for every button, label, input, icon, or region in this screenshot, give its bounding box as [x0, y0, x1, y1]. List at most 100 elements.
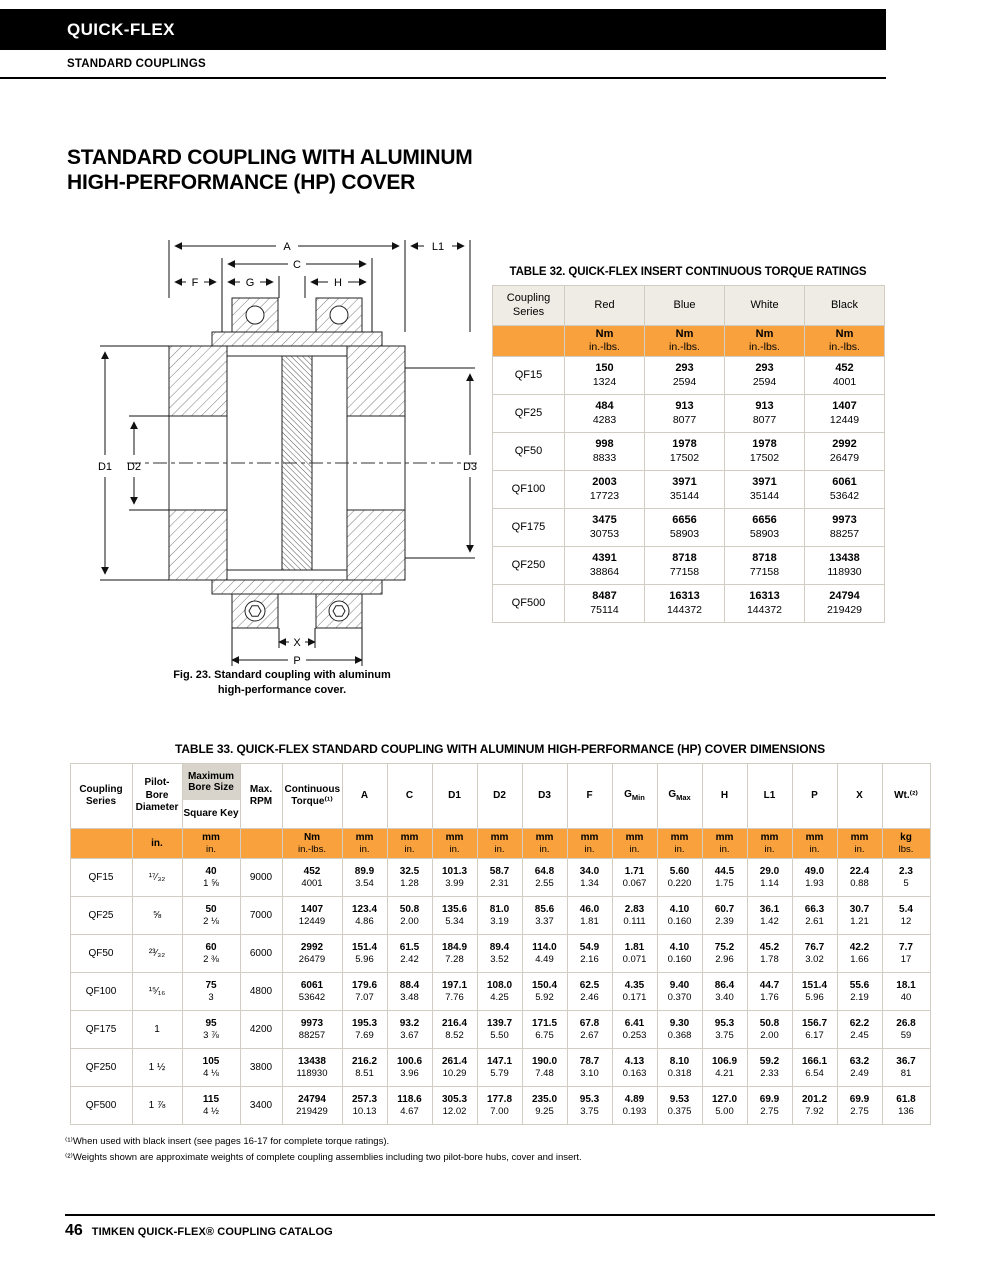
dim-letter: P — [811, 789, 818, 801]
value-secondary: 7.69 — [355, 1029, 374, 1041]
dim-value-cell: 1.71 0.067 — [611, 858, 658, 897]
dim-col-f: F — [566, 763, 613, 829]
value-primary: 235.0 — [531, 1093, 558, 1105]
unit-label: in.-lbs. — [298, 843, 326, 855]
unit-label: Nm — [303, 831, 321, 843]
units-cell: mm in. — [386, 828, 433, 859]
dimensions-row: QF50 ²³⁄₃₂ 60 2 ⅜ 6000 2992 26479 151.4 5.96 61.5… — [69, 934, 931, 973]
value-secondary: 6.75 — [535, 1029, 554, 1041]
value-primary: 5.60 — [669, 865, 690, 877]
value-primary: 118.6 — [397, 1093, 422, 1105]
dim-letter: D1 — [448, 789, 461, 801]
value-secondary: 0.368 — [667, 1029, 692, 1041]
torque-units-row: Nm in.-lbs. Nm in.-lbs. Nm in.-lbs. Nm i… — [492, 325, 885, 357]
value-primary: 59.2 — [759, 1055, 780, 1067]
unit-label: mm — [535, 831, 554, 843]
value-secondary: 2.16 — [580, 953, 599, 965]
value-secondary: 3.48 — [400, 991, 419, 1003]
bore-cell: 105 4 ⅛ — [181, 1048, 241, 1087]
bore-cell: 40 1 ⅝ — [181, 858, 241, 897]
value-primary: 1407 — [832, 400, 857, 413]
value-secondary: 3.75 — [580, 1105, 599, 1117]
value-primary: 3971 — [752, 476, 777, 489]
value-secondary: 3.96 — [400, 1067, 419, 1079]
torque-value-cell: 9973 88257 — [804, 507, 885, 547]
series-cell: QF500 — [69, 1086, 133, 1125]
value-primary: 201.2 — [801, 1093, 828, 1105]
units-blank-cell — [239, 828, 283, 859]
torque-value-cell: 150 1324 — [564, 355, 645, 395]
dim-value-cell: 93.2 3.67 — [386, 1010, 433, 1049]
value-primary: 4391 — [592, 552, 617, 565]
dim-value-cell: 61.8 136 — [881, 1086, 931, 1125]
value-primary: 61.8 — [896, 1093, 916, 1105]
unit-label: lbs. — [898, 843, 914, 855]
value-primary: 179.6 — [351, 979, 378, 991]
dim-value-cell: 66.3 2.61 — [791, 896, 838, 935]
series-cell: QF250 — [69, 1048, 133, 1087]
dim-col-p: P — [791, 763, 838, 829]
dim-value-cell: 36.1 1.42 — [746, 896, 793, 935]
value-secondary: 1.81 — [580, 915, 599, 927]
torque-table-section: TABLE 32. QUICK-FLEX INSERT CONTINUOUS T… — [492, 266, 885, 623]
value-secondary: 5.79 — [490, 1067, 509, 1079]
value-secondary: 2 ⅛ — [203, 915, 219, 927]
value-primary: 8718 — [672, 552, 697, 565]
value-primary: 6.41 — [624, 1017, 645, 1029]
value-secondary: 88257 — [829, 527, 860, 540]
value-secondary: 3.52 — [490, 953, 509, 965]
value-secondary: 3.54 — [355, 877, 374, 889]
dimensions-table-title: TABLE 33. QUICK-FLEX STANDARD COUPLING W… — [174, 742, 825, 756]
value-primary: 8718 — [752, 552, 777, 565]
torque-value-cell: 1978 17502 — [644, 431, 725, 471]
torque-value-cell: 452 4001 — [804, 355, 885, 395]
value-primary: 16313 — [669, 590, 700, 603]
value-secondary: 2.31 — [490, 877, 509, 889]
dim-value-cell: 60.7 2.39 — [701, 896, 748, 935]
dim-value-cell: 4.35 0.171 — [611, 972, 658, 1011]
pilot-bore-cell: 1 — [131, 1010, 183, 1049]
value-primary: 58.7 — [489, 865, 510, 877]
value-primary: 32.5 — [399, 865, 420, 877]
value-primary: 139.7 — [486, 1017, 513, 1029]
dim-value-cell: 63.2 2.49 — [836, 1048, 883, 1087]
series-cell: QF50 — [492, 431, 565, 471]
value-primary: 177.8 — [486, 1093, 513, 1105]
dim-value-cell: 62.5 2.46 — [566, 972, 613, 1011]
dim-letter: X — [856, 789, 863, 801]
dim-value-cell: 86.4 3.40 — [701, 972, 748, 1011]
dimensions-row: QF175 1 95 3 ⅞ 4200 9973 88257 195.3 7.69 93.2 3.6… — [69, 1010, 931, 1049]
value-primary: 4.35 — [624, 979, 645, 991]
value-secondary: 17502 — [669, 451, 700, 464]
dim-col-c: C — [386, 763, 433, 829]
value-secondary: 2.67 — [580, 1029, 599, 1041]
value-primary: 190.0 — [531, 1055, 558, 1067]
dim-col-rpm: Max. RPM — [239, 763, 283, 829]
pilot-bore-cell: ²³⁄₃₂ — [131, 934, 183, 973]
dimensions-row: QF500 1 ⅞ 115 4 ½ 3400 24794 219429 257.3 10.13 1… — [69, 1086, 931, 1125]
units-cell: kg lbs. — [881, 828, 931, 859]
torque-table-row: QF175 3475 30753 6656 58903 6656 58903 9973 8825… — [492, 507, 885, 547]
value-secondary: 4001 — [832, 375, 857, 388]
value-secondary: 4 ½ — [203, 1105, 219, 1117]
torque-value-cell: 3971 35144 — [644, 469, 725, 509]
value-secondary: 77158 — [669, 565, 700, 578]
dim-value-cell: 452 4001 — [281, 858, 343, 897]
value-secondary: 17 — [900, 953, 912, 965]
units-cell: Nm in.-lbs. — [564, 325, 645, 357]
value-primary: 50 — [205, 903, 217, 915]
rpm-cell: 9000 — [239, 858, 283, 897]
dim-col-d1: D1 — [431, 763, 478, 829]
value-secondary: 9.25 — [535, 1105, 554, 1117]
value-primary: 2992 — [832, 438, 857, 451]
value-primary: 75 — [205, 979, 217, 991]
dim-value-cell: 4.89 0.193 — [611, 1086, 658, 1125]
series-cell: QF500 — [492, 583, 565, 623]
units-cell: Nm in.-lbs. — [281, 828, 343, 859]
value-primary: 95.3 — [714, 1017, 735, 1029]
value-primary: 1.81 — [624, 941, 645, 953]
value-primary: 101.3 — [441, 865, 468, 877]
unit-label: in. — [494, 843, 505, 855]
torque-header-row: Coupling Series Red Blue White Black — [492, 285, 885, 326]
value-secondary: 5.96 — [355, 953, 374, 965]
